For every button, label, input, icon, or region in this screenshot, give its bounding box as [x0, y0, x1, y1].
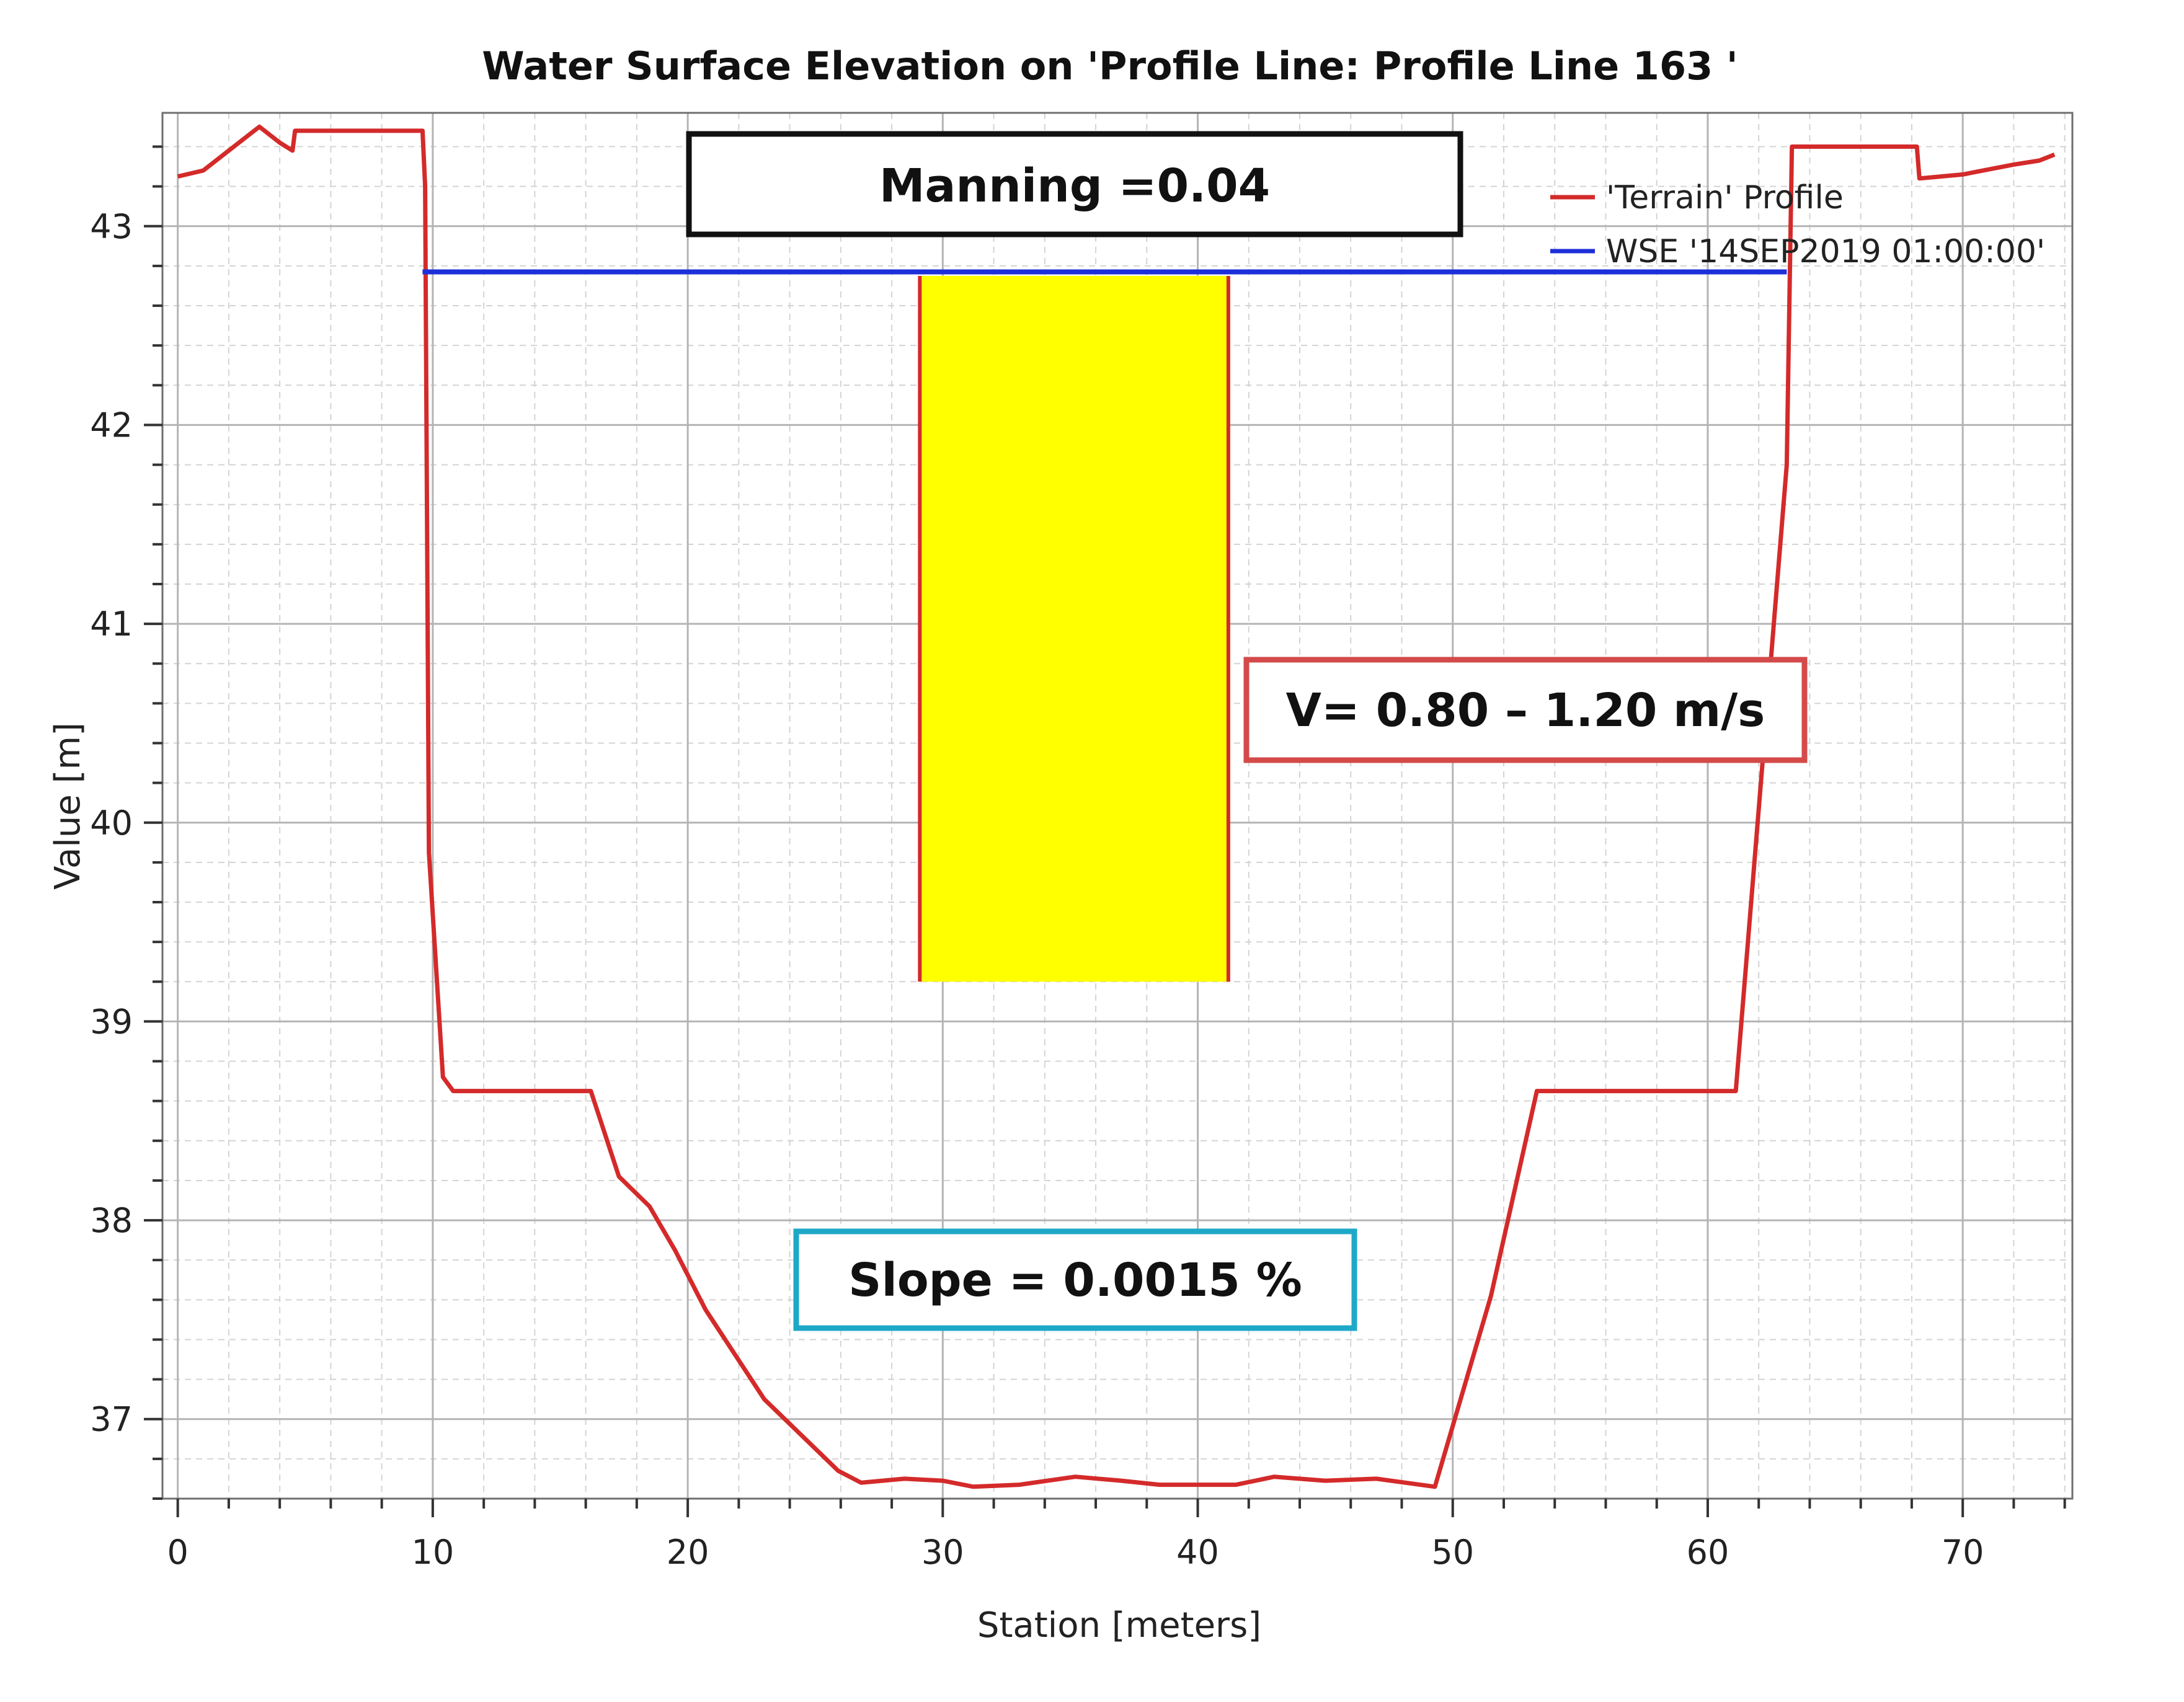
- y-tick-label: 38: [90, 1201, 133, 1240]
- y-tick-label: 43: [90, 207, 133, 246]
- plot-area-frame: [161, 112, 2074, 1500]
- velocity-annotation: V= 0.80 – 1.20 m/s: [1243, 657, 1808, 763]
- y-tick-label: 41: [90, 605, 133, 644]
- legend-label-terrain: 'Terrain' Profile: [1606, 179, 1844, 216]
- chart-title: Water Surface Elevation on 'Profile Line…: [482, 43, 1738, 89]
- legend-label-wse: WSE '14SEP2019 01:00:00': [1606, 233, 2045, 270]
- axis-ticks: [144, 145, 2066, 1517]
- x-tick-label: 30: [921, 1533, 964, 1572]
- y-tick-label: 37: [90, 1400, 133, 1439]
- legend: 'Terrain' Profile WSE '14SEP2019 01:00:0…: [1550, 179, 2045, 270]
- slope-text: Slope = 0.0015 %: [848, 1254, 1302, 1307]
- y-tick-labels: 37 38 39 40 41 42 43: [90, 207, 133, 1439]
- x-tick-label: 20: [667, 1533, 709, 1572]
- x-tick-label: 0: [167, 1533, 188, 1572]
- x-tick-label: 10: [412, 1533, 455, 1572]
- manning-text: Manning =0.04: [879, 159, 1270, 213]
- velocity-box: [1243, 657, 1808, 763]
- y-axis-label: Value [m]: [48, 722, 88, 890]
- x-tick-label: 70: [1942, 1533, 1984, 1572]
- series-group: [177, 124, 2056, 1489]
- x-axis-label: Station [meters]: [977, 1605, 1261, 1646]
- manning-annotation: Manning =0.04: [686, 131, 1463, 237]
- y-tick-label: 40: [90, 804, 133, 843]
- x-tick-label: 40: [1176, 1533, 1219, 1572]
- x-tick-label: 50: [1431, 1533, 1474, 1572]
- terrain-profile-line: [177, 124, 2056, 1489]
- x-tick-labels: 0 10 20 30 40 50 60 70: [167, 1533, 1984, 1572]
- y-tick-label: 39: [90, 1002, 133, 1041]
- x-tick-label: 60: [1687, 1533, 1729, 1572]
- y-tick-label: 42: [90, 406, 133, 445]
- velocity-band: [920, 275, 1228, 982]
- manning-box: [686, 131, 1463, 237]
- highlight-band-group: [918, 275, 1230, 982]
- slope-box: [793, 1228, 1357, 1331]
- velocity-text: V= 0.80 – 1.20 m/s: [1286, 684, 1765, 737]
- slope-annotation: Slope = 0.0015 %: [793, 1228, 1357, 1331]
